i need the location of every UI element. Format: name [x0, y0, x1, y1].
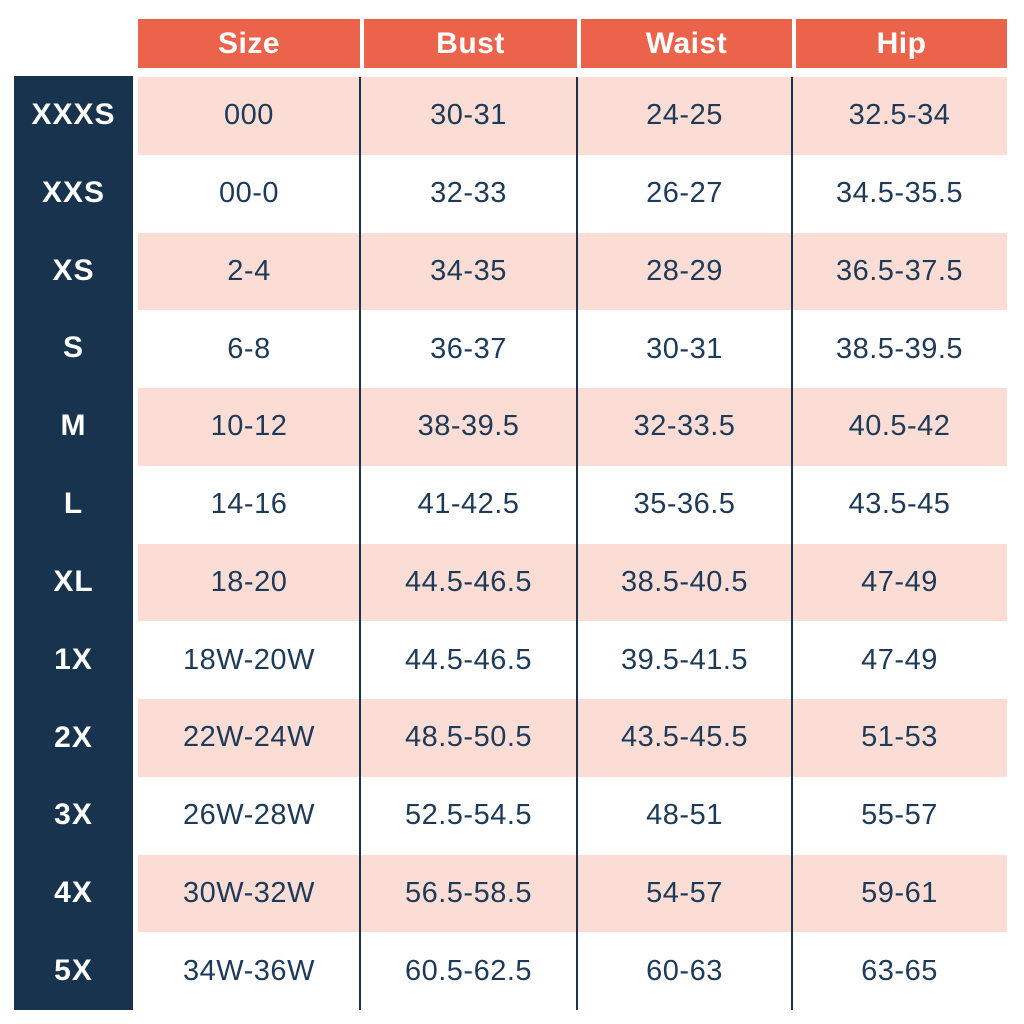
table-cell: 48-51	[646, 799, 723, 832]
table-cell: 38.5-40.5	[620, 565, 749, 598]
column-divider	[791, 77, 793, 1010]
table-cell: 44.5-46.5	[404, 565, 533, 598]
table-cell: 30-31	[430, 99, 507, 132]
table-row: 10-12 38-39.5 32-33.5 40.5-42	[138, 388, 1007, 466]
row-label-column: XXXS XXS XS S M L XL 1X 2X 3X 4X 5X	[14, 76, 133, 1010]
table-cell: 34W-36W	[183, 954, 315, 987]
table-cell: 2-4	[227, 254, 271, 287]
table-cell: 56.5-58.5	[404, 876, 533, 909]
table-row: 18W-20W 44.5-46.5 39.5-41.5 47-49	[138, 621, 1007, 699]
column-header-hip: Hip	[792, 19, 1007, 68]
column-header-size: Size	[138, 19, 360, 68]
table-cell: 18-20	[210, 565, 288, 598]
column-divider	[359, 77, 361, 1010]
table-row: 2-4 34-35 28-29 36.5-37.5	[138, 232, 1007, 311]
table-cell: 18W-20W	[183, 643, 315, 676]
table-cell: 48.5-50.5	[404, 721, 533, 754]
table-header: Size Bust Waist Hip	[138, 19, 1007, 68]
table-cell: 26W-28W	[183, 799, 315, 832]
table-cell: 43.5-45	[848, 488, 951, 521]
table-row: 26W-28W 52.5-54.5 48-51 55-57	[138, 776, 1007, 855]
table-cell: 47-49	[861, 565, 938, 598]
column-header-waist: Waist	[577, 19, 792, 68]
table-cell: 40.5-42	[848, 410, 951, 443]
table-row: 14-16 41-42.5 35-36.5 43.5-45	[138, 465, 1007, 544]
table-cell: 34.5-35.5	[835, 177, 964, 210]
table-cell: 54-57	[646, 876, 723, 909]
row-label: XXS	[41, 175, 106, 209]
table-row: 6-8 36-37 30-31 38.5-39.5	[138, 310, 1007, 388]
table-cell: 00-0	[218, 177, 280, 210]
table-row: 000 30-31 24-25 32.5-34	[138, 77, 1007, 155]
table-cell: 10-12	[210, 410, 288, 443]
table-cell: 28-29	[646, 254, 723, 287]
row-label: 1X	[54, 642, 93, 676]
table-cell: 35-36.5	[633, 488, 736, 521]
data-grid: 000 30-31 24-25 32.5-34 00-0 32-33 26-27 34.5-3…	[138, 77, 1007, 1010]
table-cell: 60.5-62.5	[404, 954, 533, 987]
row-label: 2X	[54, 720, 93, 754]
table-cell: 36-37	[430, 332, 507, 365]
row-label: XS	[52, 253, 95, 287]
row-label: XL	[53, 564, 94, 598]
table-cell: 6-8	[227, 332, 271, 365]
table-cell: 59-61	[861, 876, 938, 909]
column-header-bust: Bust	[360, 19, 577, 68]
row-label: S	[62, 331, 84, 365]
table-cell: 000	[224, 99, 274, 132]
table-cell: 51-53	[861, 721, 938, 754]
table-cell: 30W-32W	[183, 876, 315, 909]
table-row: 22W-24W 48.5-50.5 43.5-45.5 51-53	[138, 699, 1007, 777]
table-cell: 38-39.5	[417, 410, 520, 443]
table-cell: 32.5-34	[848, 99, 951, 132]
row-label: XXXS	[31, 97, 116, 131]
table-cell: 30-31	[646, 332, 723, 365]
table-cell: 60-63	[646, 954, 723, 987]
table-cell: 52.5-54.5	[404, 799, 533, 832]
table-cell: 32-33	[430, 177, 507, 210]
row-label: 3X	[54, 798, 93, 832]
table-cell: 14-16	[210, 488, 288, 521]
table-cell: 36.5-37.5	[835, 254, 964, 287]
table-cell: 63-65	[861, 954, 938, 987]
table-cell: 38.5-39.5	[835, 332, 964, 365]
table-cell: 47-49	[861, 643, 938, 676]
table-cell: 34-35	[430, 254, 507, 287]
table-cell: 26-27	[646, 177, 723, 210]
row-label: 5X	[54, 954, 93, 988]
table-row: 18-20 44.5-46.5 38.5-40.5 47-49	[138, 543, 1007, 622]
column-divider	[576, 77, 578, 1010]
row-label: M	[60, 409, 87, 443]
table-cell: 41-42.5	[417, 488, 520, 521]
table-cell: 32-33.5	[633, 410, 736, 443]
table-cell: 39.5-41.5	[620, 643, 749, 676]
table-cell: 43.5-45.5	[620, 721, 749, 754]
table-row: 34W-36W 60.5-62.5 60-63 63-65	[138, 932, 1007, 1010]
table-cell: 24-25	[646, 99, 723, 132]
row-label: L	[63, 487, 84, 521]
table-cell: 55-57	[861, 799, 938, 832]
table-cell: 44.5-46.5	[404, 643, 533, 676]
table-row: 00-0 32-33 26-27 34.5-35.5	[138, 154, 1007, 233]
row-label: 4X	[54, 876, 93, 910]
table-row: 30W-32W 56.5-58.5 54-57 59-61	[138, 854, 1007, 933]
table-cell: 22W-24W	[183, 721, 315, 754]
